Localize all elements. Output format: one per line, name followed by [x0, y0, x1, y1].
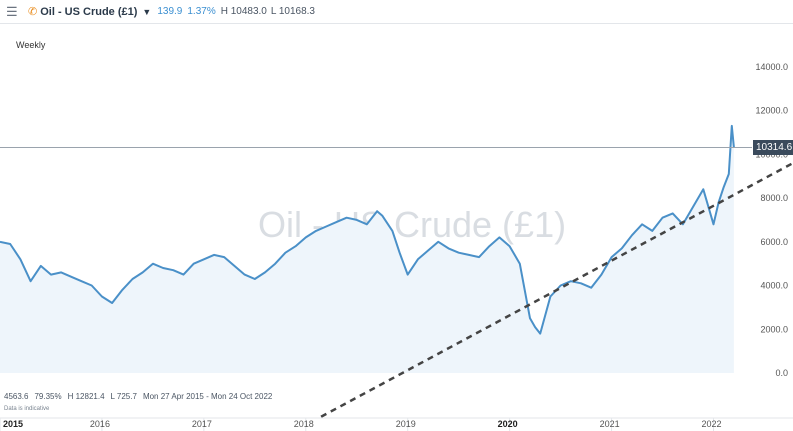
- top-bar: ☰ ✆ Oil - US Crude (£1) ▼ 139.9 1.37% H …: [0, 0, 793, 24]
- y-tick-label: 12000.0: [755, 106, 788, 116]
- hamburger-icon[interactable]: ☰: [6, 3, 18, 19]
- area-layer: [0, 125, 734, 374]
- instrument-name[interactable]: Oil - US Crude (£1): [40, 5, 138, 18]
- y-axis: 0.02000.04000.06000.08000.010000.012000.…: [755, 62, 788, 378]
- interval-label: Weekly: [16, 40, 46, 50]
- current-price-tag: 10314.6: [753, 139, 793, 155]
- y-tick-label: 0.0: [775, 368, 788, 378]
- line-layer: [0, 124, 735, 335]
- stat-percent: 79.35%: [34, 392, 62, 401]
- x-tick-label: 2020: [498, 419, 518, 429]
- change-points: 139.9: [157, 6, 183, 17]
- y-tick-label: 2000.0: [760, 324, 788, 334]
- x-tick-label: 2015: [3, 419, 23, 429]
- stat-low: L 725.7: [110, 392, 137, 401]
- y-tick-label: 4000.0: [760, 281, 788, 291]
- x-tick-label: 2017: [192, 419, 212, 429]
- phone-icon: ✆: [28, 6, 38, 18]
- y-tick-label: 14000.0: [755, 62, 788, 72]
- price-area: [0, 125, 734, 374]
- x-axis: 2015 2016 2017 2018 2019 2020 2021 2022: [0, 417, 793, 431]
- change-percent: 1.37%: [187, 6, 216, 17]
- x-tick-label: 2022: [701, 419, 721, 429]
- stat-range: Mon 27 Apr 2015 - Mon 24 Oct 2022: [142, 392, 273, 401]
- y-tick-label: 8000.0: [760, 193, 788, 203]
- price-line: [0, 124, 735, 335]
- x-tick-label: 2016: [90, 419, 110, 429]
- x-tick-label: 2019: [396, 419, 416, 429]
- x-tick-label: 2021: [600, 419, 620, 429]
- session-high: H 10483.0: [220, 6, 267, 17]
- stat-value: 4563.6: [4, 392, 29, 401]
- x-tick-label: 2018: [294, 419, 314, 429]
- trendline: [320, 161, 793, 418]
- y-tick-label: 6000.0: [760, 237, 788, 247]
- price-chart[interactable]: Oil - US Crude (£1) 0.02000.04000.06000.…: [0, 25, 793, 431]
- session-low: L 10168.3: [270, 6, 315, 17]
- stat-high: H 12821.4: [67, 392, 105, 401]
- range-stats: 4563.6 79.35% H 12821.4 L 725.7 Mon 27 A…: [4, 392, 272, 401]
- caret-down-icon[interactable]: ▼: [142, 6, 152, 17]
- trend-layer: [320, 161, 793, 418]
- indicative-disclaimer: Data is indicative: [4, 406, 50, 412]
- chart-area[interactable]: Oil - US Crude (£1) 0.0 2000.0 4000.0 6000.…: [0, 25, 793, 431]
